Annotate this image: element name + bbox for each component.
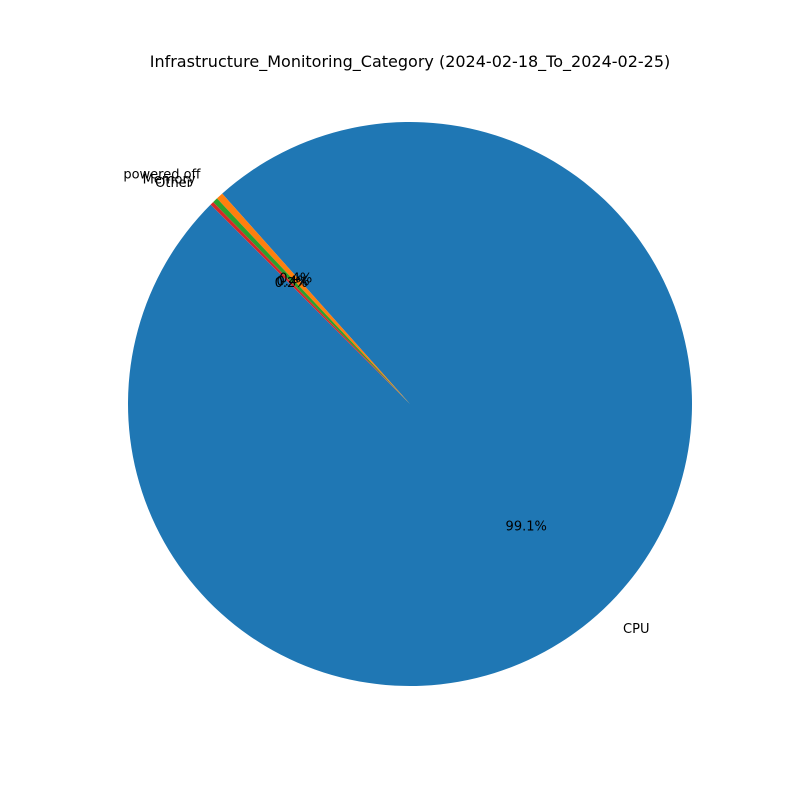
pie-slice-powered-off bbox=[216, 193, 410, 404]
pie-slice-other bbox=[210, 202, 410, 404]
slice-percent-label: 99.1% bbox=[506, 519, 547, 534]
slice-label: Memory bbox=[143, 172, 196, 187]
slice-percent-label: 0.4% bbox=[279, 272, 312, 287]
pie-slices bbox=[128, 121, 693, 686]
pie-slice-cpu bbox=[128, 121, 693, 686]
slice-label: powered off bbox=[123, 168, 201, 183]
slice-label: Other bbox=[155, 176, 193, 191]
slice-percent-label: 0.4% bbox=[277, 274, 310, 289]
slice-percent-label: 0.2% bbox=[275, 276, 308, 291]
chart-title: Infrastructure_Monitoring_Category (2024… bbox=[150, 52, 671, 72]
pie-slice-memory bbox=[213, 198, 410, 404]
slice-label: CPU bbox=[623, 622, 649, 637]
